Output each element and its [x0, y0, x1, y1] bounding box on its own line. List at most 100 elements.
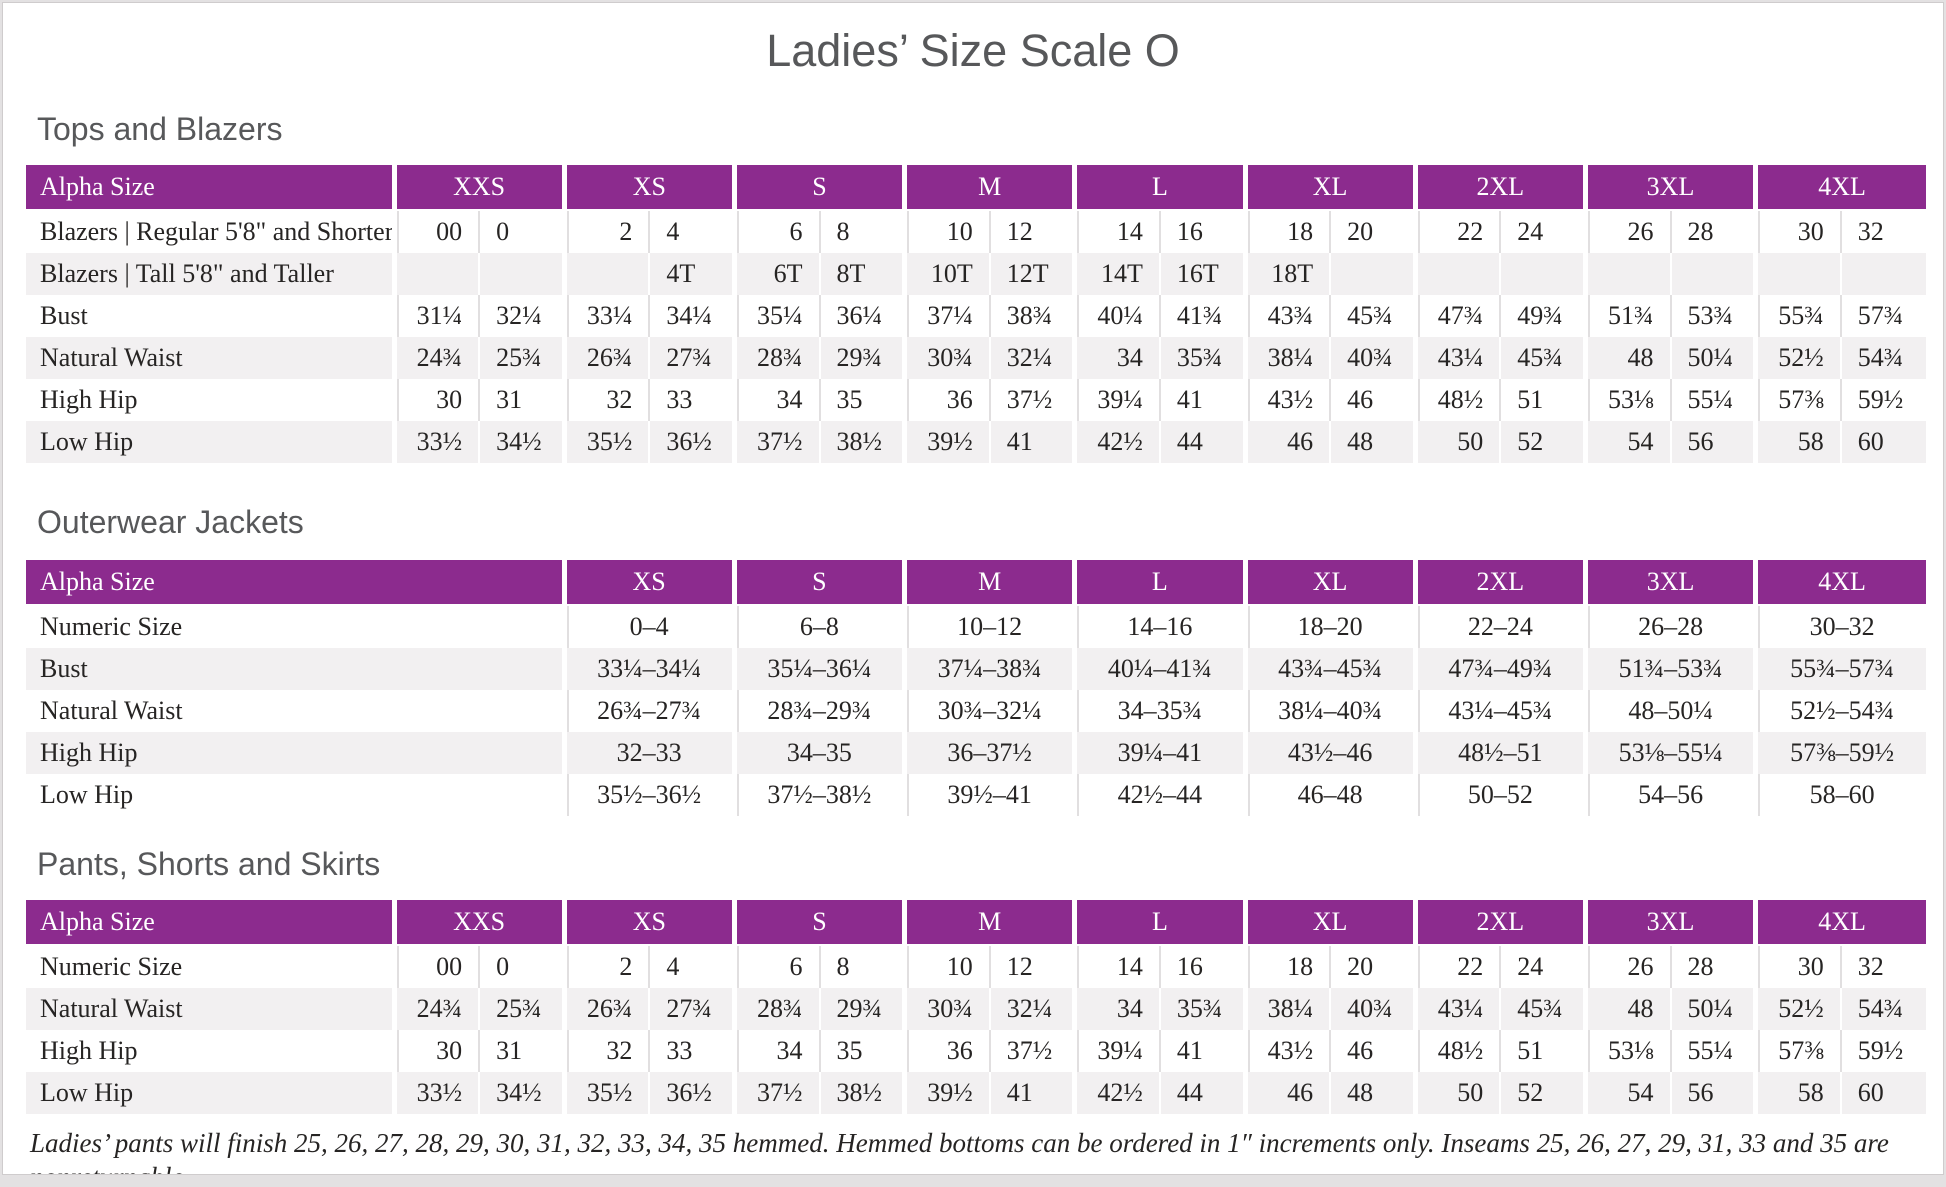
size-cell: [391, 253, 480, 295]
size-cell: 33½: [391, 421, 480, 463]
size-cell: 43½: [1242, 379, 1331, 421]
row-label: Numeric Size: [26, 945, 395, 988]
size-cell: 35½: [561, 1072, 650, 1114]
size-cell: 35¾: [1158, 337, 1245, 379]
size-cell: 35¼: [731, 295, 820, 337]
size-group-header: S: [731, 165, 905, 211]
size-cell: 40¼: [1072, 295, 1160, 337]
size-cell: 40¾: [1329, 337, 1416, 379]
table-row: High Hip 30 31 32 33 34 35 36 37½ 39¼ 41 43½ 46 48½ 51…: [26, 1030, 1926, 1072]
table-row: Low Hip 33½ 34½ 35½ 36½ 37½ 38½ 39½ 41 42½ 44 46 48 5…: [26, 421, 1926, 463]
size-cell: 29¾: [818, 337, 905, 379]
size-cell: 56: [1669, 1072, 1756, 1114]
size-cell: 25¾: [478, 988, 565, 1030]
size-cell: [478, 253, 565, 295]
size-cell: 51¾: [1582, 295, 1671, 337]
size-cell: 37¼: [902, 295, 990, 337]
size-cell: 43½–46: [1242, 732, 1416, 774]
size-cell: 38¼: [1242, 988, 1331, 1030]
size-group-header: 4XL: [1753, 165, 1926, 211]
size-cell: 28: [1669, 945, 1756, 988]
size-cell: 50–52: [1412, 774, 1586, 816]
size-cell: 45¾: [1499, 988, 1586, 1030]
size-cell: 28: [1669, 210, 1756, 253]
size-cell: 22: [1412, 945, 1501, 988]
size-group-header: 3XL: [1582, 900, 1756, 946]
row-label: Blazers | Tall 5'8" and Taller: [26, 253, 395, 295]
size-cell: 57⅜: [1753, 1030, 1841, 1072]
size-cell: 20: [1329, 945, 1416, 988]
size-cell: 28¾: [731, 337, 820, 379]
size-cell: 35: [818, 1030, 905, 1072]
size-group-header: XL: [1242, 165, 1416, 211]
size-cell: 8: [818, 945, 905, 988]
row-label: Low Hip: [26, 774, 564, 816]
size-group-header: M: [902, 900, 1075, 946]
size-cell: 18T: [1242, 253, 1331, 295]
size-cell: 51: [1499, 1030, 1586, 1072]
size-cell: 10: [902, 210, 990, 253]
size-cell: 49¾: [1499, 295, 1586, 337]
size-cell: 18: [1242, 945, 1331, 988]
size-cell: 36¼: [818, 295, 905, 337]
size-cell: 43¾: [1242, 295, 1331, 337]
size-cell: 28¾–29¾: [731, 690, 905, 732]
size-cell: 33¼: [561, 295, 650, 337]
size-group-header: L: [1072, 900, 1245, 946]
size-cell: 52½: [1753, 337, 1841, 379]
size-cell: 41: [1158, 1030, 1245, 1072]
alpha-size-header-cell: Alpha Size: [26, 560, 564, 606]
size-cell: 48: [1582, 988, 1671, 1030]
size-cell: 47¾: [1412, 295, 1501, 337]
size-cell: 38¼–40¾: [1242, 690, 1416, 732]
table-header-row: Alpha Size XS S M L XL 2XL 3XL 4XL: [26, 560, 1926, 606]
size-cell: 36½: [648, 421, 735, 463]
size-cell: 48–50¼: [1582, 690, 1756, 732]
size-cell: 53⅛–55¼: [1582, 732, 1756, 774]
size-cell: 59½: [1839, 379, 1926, 421]
size-cell: 32: [1839, 210, 1926, 253]
table-row: Natural Waist 26¾–27¾ 28¾–29¾ 30¾–32¼ 34–35¾…: [26, 690, 1926, 732]
size-cell: 10T: [902, 253, 990, 295]
size-cell: 37½: [988, 1030, 1075, 1072]
table-row: Low Hip 33½ 34½ 35½ 36½ 37½ 38½ 39½ 41 42½ 44 46 48 5…: [26, 1072, 1926, 1114]
table-header-row: Alpha Size XXS XS S M L XL 2XL 3XL 4XL: [26, 900, 1926, 946]
size-cell: 39¼: [1072, 379, 1160, 421]
size-cell: 34–35¾: [1072, 690, 1245, 732]
size-cell: 32: [561, 1030, 650, 1072]
size-cell: 42½: [1072, 1072, 1160, 1114]
table-row: Bust 33¼–34¼ 35¼–36¼ 37¼–38¾ 40¼–41¾ 43¾–45¾ 4…: [26, 648, 1926, 690]
size-cell: 37½: [731, 1072, 820, 1114]
size-cell: 45¾: [1499, 337, 1586, 379]
size-cell: 52: [1499, 1072, 1586, 1114]
size-group-header: XL: [1242, 560, 1416, 606]
row-label: Bust: [26, 648, 564, 690]
row-label: Blazers | Regular 5'8" and Shorter: [26, 210, 395, 253]
size-cell: 43¼: [1412, 988, 1501, 1030]
size-cell: 33½: [391, 1072, 480, 1114]
size-cell: [1839, 253, 1926, 295]
size-cell: 6: [731, 945, 820, 988]
tops-and-blazers-table: Alpha Size XXS XS S M L XL 2XL 3XL 4XL Blazers | R…: [26, 165, 1926, 463]
size-cell: 44: [1158, 421, 1245, 463]
size-cell: 34: [731, 379, 820, 421]
size-cell: 30: [391, 1030, 480, 1072]
size-cell: 38½: [818, 1072, 905, 1114]
size-cell: 35¼–36¼: [731, 648, 905, 690]
size-cell: 14: [1072, 210, 1160, 253]
size-cell: 39¼: [1072, 1030, 1160, 1072]
size-cell: 18–20: [1242, 605, 1416, 648]
size-group-header: 4XL: [1753, 900, 1926, 946]
size-cell: [561, 253, 650, 295]
size-cell: 50¼: [1669, 988, 1756, 1030]
size-cell: 48: [1582, 337, 1671, 379]
size-cell: 32¼: [478, 295, 565, 337]
size-cell: 12T: [988, 253, 1075, 295]
size-cell: 6T: [731, 253, 820, 295]
size-cell: 60: [1839, 421, 1926, 463]
size-cell: 30–32: [1753, 605, 1926, 648]
size-cell: 22: [1412, 210, 1501, 253]
section-heading-outerwear-jackets: Outerwear Jackets: [37, 504, 304, 540]
size-cell: 31¼: [391, 295, 480, 337]
